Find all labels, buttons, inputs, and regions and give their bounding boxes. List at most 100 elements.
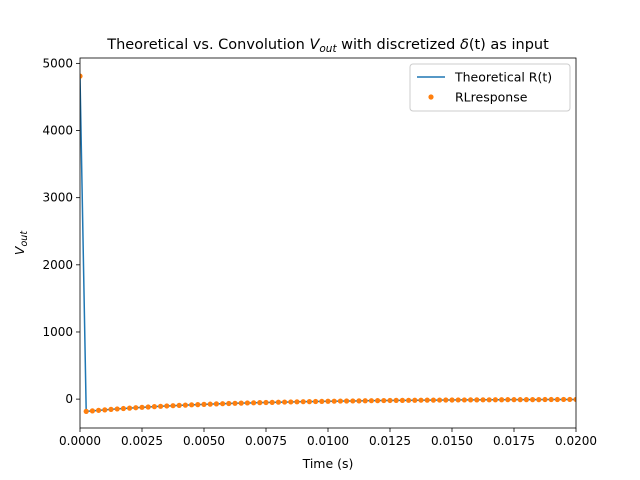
rlresponse-point [449,397,455,403]
rlresponse-point [220,401,226,407]
rlresponse-point [443,397,449,403]
y-tick-label: 2000 [42,258,73,272]
rlresponse-point [114,406,120,412]
rlresponse-point [294,399,300,405]
y-axis-label: Vout [12,230,30,255]
rlresponse-point [275,399,281,405]
rlresponse-point [406,397,412,403]
rlresponse-point [418,397,424,403]
x-tick-label: 0.0175 [493,434,535,448]
rlresponse-point [251,400,257,406]
rlresponse-point [567,396,573,403]
x-tick-label: 0.0200 [555,434,597,448]
x-tick-label: 0.0000 [59,434,101,448]
chart-title: Theoretical vs. Convolution Vout with di… [106,37,549,55]
legend-dot-marker [428,94,434,100]
y-tick-label: 5000 [42,56,73,70]
rlresponse-point [164,403,170,409]
rlresponse-point [282,399,288,405]
rlresponse-point [89,408,95,414]
rlresponse-point [393,397,399,403]
rlresponse-point [492,397,498,403]
rlresponse-point [325,398,331,404]
rlresponse-point [83,408,89,414]
x-axis-ticks: 0.0000 0.0025 0.0050 0.0075 0.0100 0.0125 0.01… [59,428,597,448]
rlresponse-point [201,401,207,407]
x-axis-label: Time (s) [302,456,354,471]
x-tick-label: 0.0100 [307,434,349,448]
rlresponse-point [542,396,548,403]
rlresponse-point [505,397,511,403]
rlresponse-point [306,399,312,405]
rlresponse-point [561,396,567,403]
rlresponse-point [536,397,542,403]
rlresponse-point [213,401,219,407]
rlresponse-point [511,397,517,403]
rlresponse-point [468,397,474,403]
rlresponse-point [189,402,195,408]
rlresponse-point [120,405,126,412]
rlresponse-point [244,400,250,406]
legend-label-theoretical: Theoretical R(t) [454,70,552,85]
rlresponse-point [474,397,480,403]
plot-frame [79,57,577,429]
rlresponse-point [381,397,387,404]
rlresponse-point [517,397,523,403]
rlresponse-point [102,407,108,413]
rlresponse-point [480,397,486,403]
rlresponse-point [455,397,461,403]
rlresponse-point [195,402,201,408]
rlresponse-point [108,406,114,412]
x-tick-label: 0.0150 [431,434,473,448]
x-tick-label: 0.0025 [121,434,163,448]
rlresponse-point [344,398,350,404]
rlresponse-point [461,397,467,403]
y-tick-label: 3000 [42,191,73,205]
rlresponse-point [96,407,102,413]
rlresponse-point [269,399,275,405]
rlresponse-point [263,399,269,406]
rlresponse-point [182,402,188,408]
rlresponse-point [207,401,213,407]
rlresponse-point [424,397,430,403]
y-tick-label: 4000 [42,124,73,138]
rlresponse-point [356,398,362,404]
legend-box [409,63,571,112]
rlresponse-point [232,400,238,406]
rlresponse-point [554,396,561,403]
rlresponse-point [176,402,182,408]
legend: Theoretical R(t) RLresponse [409,63,571,112]
rlresponse-series-points [80,73,576,414]
rlresponse-point [368,398,374,404]
rlresponse-point [133,405,139,411]
rlresponse-point [430,397,436,403]
rlresponse-point [530,397,536,403]
rlresponse-point [362,398,368,404]
rlresponse-point [350,398,356,404]
x-tick-label: 0.0050 [183,434,225,448]
rlresponse-point [139,404,145,410]
rlresponse-point [573,396,576,403]
rlresponse-point [158,403,164,409]
x-tick-label: 0.0125 [369,434,411,448]
rlresponse-point [288,399,294,405]
rlresponse-point [499,397,505,403]
rlresponse-point [331,398,337,404]
rlresponse-point [257,400,263,406]
rlresponse-point [151,404,157,410]
rlresponse-point [300,399,306,405]
y-axis-ticks: 0 1000 2000 3000 4000 5000 [42,56,80,406]
rlresponse-point [238,400,244,406]
rlresponse-point [145,404,151,410]
y-tick-label: 1000 [42,325,73,339]
rlresponse-point [548,396,554,403]
rlresponse-point [80,73,83,79]
rlresponse-point [437,397,443,403]
rlresponse-point [375,398,381,404]
rlresponse-point [523,397,530,403]
rlresponse-point [412,397,418,403]
rlresponse-point [226,400,232,407]
y-tick-label: 0 [65,392,73,406]
rlresponse-point [387,397,393,404]
